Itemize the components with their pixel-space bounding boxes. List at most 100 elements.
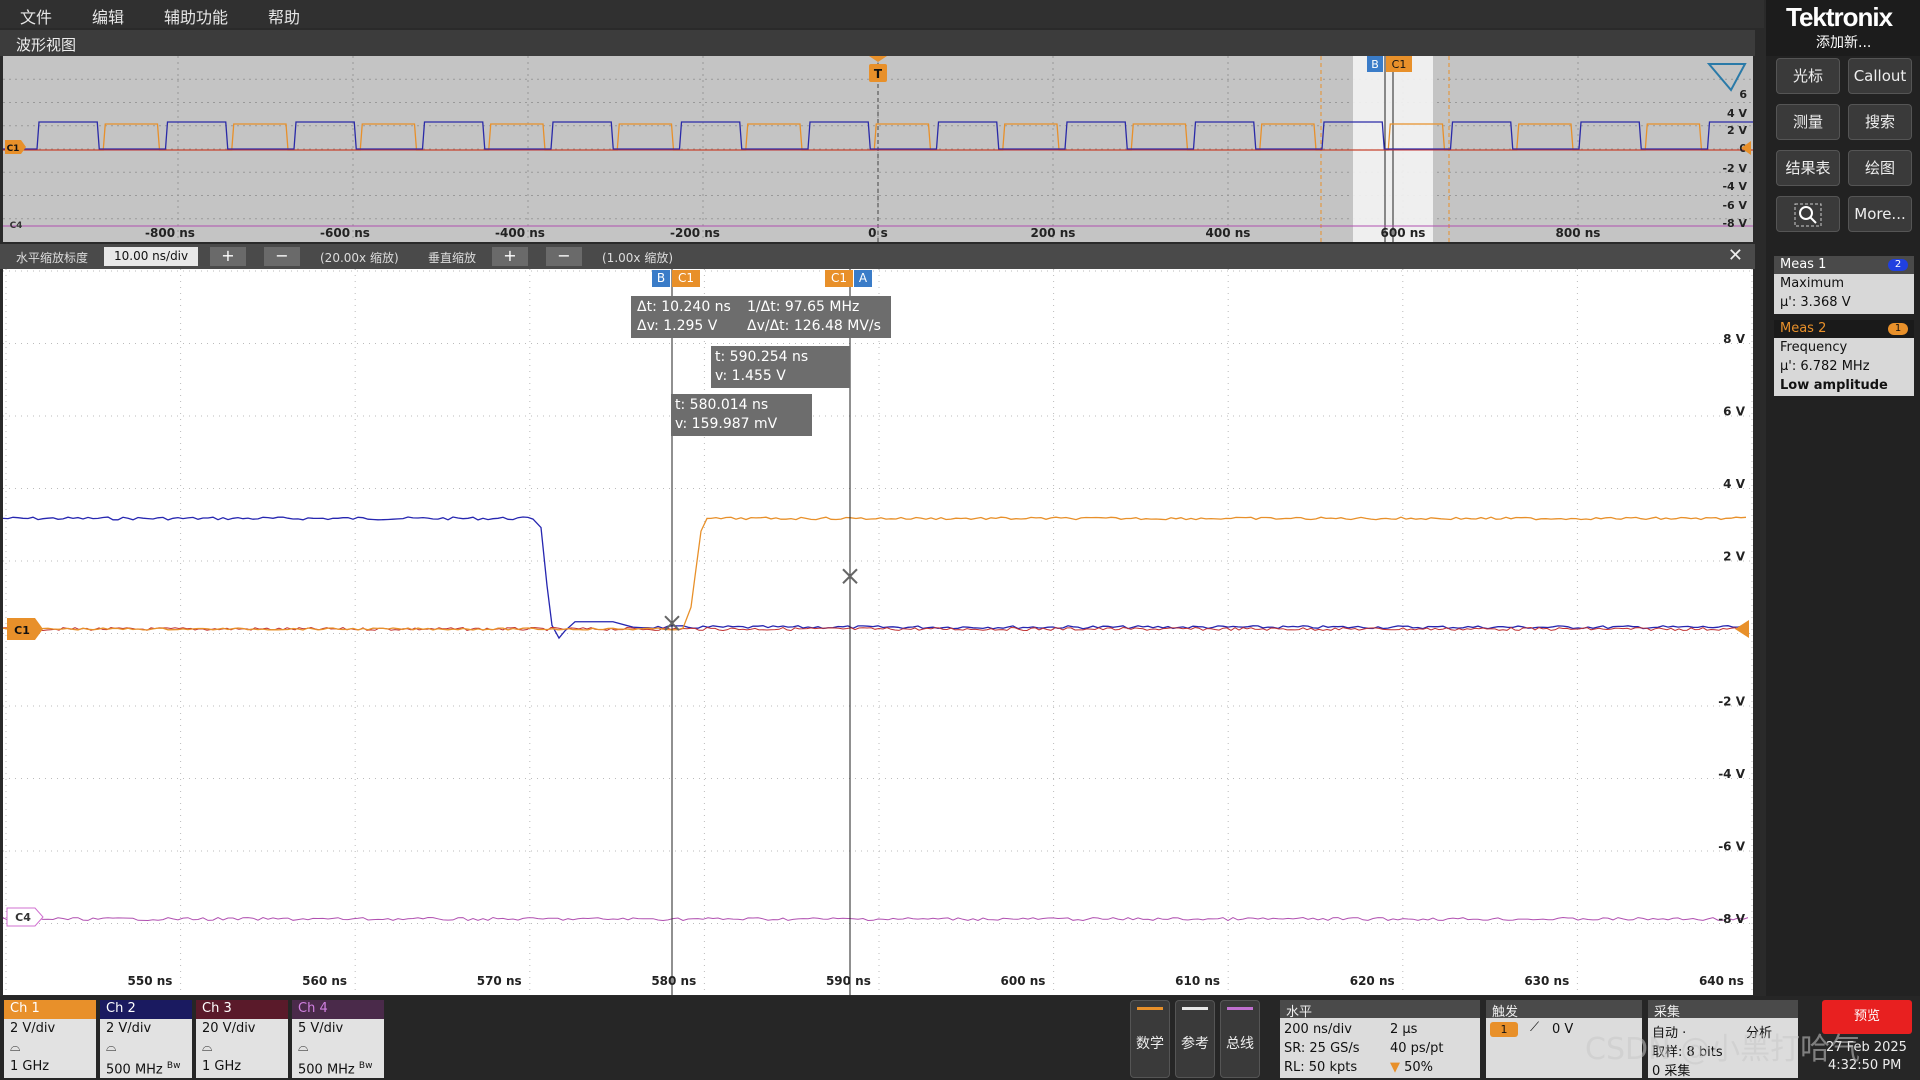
menu-help[interactable]: 帮助 — [268, 8, 301, 27]
ch1-probe-icon: ⌓ — [10, 1040, 21, 1055]
ov-trigger-pointer — [869, 56, 887, 62]
meas1-value: μ': 3.368 V — [1780, 295, 1851, 310]
h-record-points: RL: 50 kpts — [1284, 1060, 1358, 1075]
right-panel: 光标 Callout 测量 搜索 结果表 绘图 More... Meas 1 2… — [1766, 56, 1920, 996]
time-label: 590 ns — [826, 974, 871, 988]
h-zoom-minus-button[interactable]: − — [264, 247, 300, 266]
menu-edit[interactable]: 编辑 — [92, 8, 125, 27]
cursor-delta-readout: Δt: 10.240 ns 1/Δt: 97.65 MHz Δv: 1.295 … — [631, 296, 891, 338]
ch1-badge[interactable]: Ch 1 2 V/div ⌓ 1 GHz — [4, 1000, 96, 1078]
measure-button[interactable]: 测量 — [1776, 104, 1840, 140]
ch1-tag: C1 — [14, 624, 30, 637]
ov-time-label: 800 ns — [1556, 226, 1601, 240]
callout-button[interactable]: Callout — [1848, 58, 1912, 94]
ch2-name: Ch 2 — [100, 1000, 192, 1019]
date-label: 27 Feb 2025 — [1826, 1040, 1907, 1055]
time-label: 620 ns — [1350, 974, 1395, 988]
h-zoom-scale-input[interactable]: 10.00 ns/div — [104, 247, 199, 266]
ch1-name: Ch 1 — [4, 1000, 96, 1019]
meas2-title: Meas 2 — [1780, 321, 1827, 336]
zoom-search-button[interactable] — [1776, 196, 1840, 232]
cursor-b-ch-tag: C1 — [672, 270, 700, 287]
ch3-name: Ch 3 — [196, 1000, 288, 1019]
h-zoom-label: 水平缩放标度 — [16, 251, 89, 265]
ov-volt-label: -2 V — [1722, 162, 1747, 175]
time-label: 560 ns — [302, 974, 347, 988]
delta-v-over-delta-t: Δv/Δt: 126.48 MV/s — [747, 318, 881, 334]
horizontal-title: 水平 — [1280, 1000, 1480, 1020]
volt-label: 2 V — [1723, 550, 1746, 564]
ov-ch1-tag: C1 — [7, 144, 20, 154]
cursor-b-time: t: 580.014 ns — [675, 397, 769, 413]
ch4-name: Ch 4 — [292, 1000, 384, 1019]
volt-label: -8 V — [1718, 912, 1746, 926]
h-record-length: 2 μs — [1390, 1022, 1418, 1037]
ov-cursor-c1-tag: C1 — [1392, 58, 1407, 71]
more-button[interactable]: More... — [1848, 196, 1912, 232]
ov-ch2-trace — [3, 121, 1753, 150]
math-button[interactable]: 数学 — [1130, 1000, 1170, 1078]
preview-button[interactable]: 预览 — [1822, 1000, 1912, 1034]
trigger-title: 触发 — [1486, 1000, 1642, 1020]
volt-label: 8 V — [1723, 332, 1746, 346]
cursor-b-readout: t: 580.014 ns v: 159.987 mV — [671, 394, 812, 436]
meas2-type: Frequency — [1780, 340, 1848, 355]
search-button[interactable]: 搜索 — [1848, 104, 1912, 140]
ch2-bw-limit-mark: Bw — [166, 1061, 181, 1071]
ov-ch4-tag: C4 — [10, 221, 23, 231]
h-zoom-factor: (20.00x 缩放) — [320, 251, 399, 265]
ov-time-label: -800 ns — [145, 226, 195, 240]
bus-button[interactable]: 总线 — [1220, 1000, 1260, 1078]
ov-volt-label: -4 V — [1722, 180, 1747, 193]
delta-t: Δt: 10.240 ns — [637, 299, 731, 315]
close-zoom-icon[interactable]: ✕ — [1727, 245, 1743, 266]
menu-accessibility[interactable]: 辅助功能 — [164, 8, 229, 27]
ov-volt-label: 2 V — [1727, 124, 1747, 137]
ch4-bandwidth: 500 MHz — [298, 1062, 355, 1078]
v-zoom-label: 垂直缩放 — [428, 251, 477, 265]
inverse-delta-t: 1/Δt: 97.65 MHz — [747, 299, 860, 315]
waveform-view-title: 波形视图 — [0, 30, 1755, 56]
v-zoom-plus-button[interactable]: + — [492, 247, 528, 266]
ov-time-label: 600 ns — [1381, 226, 1426, 240]
ch4-tag: C4 — [15, 911, 31, 924]
ch1-trace — [3, 516, 1747, 631]
v-zoom-factor: (1.00x 缩放) — [602, 251, 673, 265]
time-label: 4:32:50 PM — [1828, 1058, 1902, 1073]
trigger-badge[interactable]: 触发 1 ⟋ 0 V — [1486, 1000, 1642, 1078]
ov-ch1-marker — [5, 140, 26, 154]
ch4-probe-icon: ⌓ — [298, 1040, 309, 1055]
horizontal-badge[interactable]: 水平 200 ns/div 2 μs SR: 25 GS/s 40 ps/pt … — [1280, 1000, 1480, 1078]
meas2-value: μ': 6.782 MHz — [1780, 359, 1870, 374]
delta-v: Δv: 1.295 V — [637, 318, 718, 334]
menu-file[interactable]: 文件 — [20, 8, 53, 27]
cursor-a-voltage: v: 1.455 V — [715, 368, 786, 384]
ch4-badge[interactable]: Ch 4 5 V/div ⌓ 500 MHz Bw — [292, 1000, 384, 1078]
ch3-bandwidth: 1 GHz — [202, 1059, 242, 1074]
meas1-type: Maximum — [1780, 276, 1845, 291]
results-table-button[interactable]: 结果表 — [1776, 150, 1840, 186]
volt-label: 6 V — [1723, 405, 1746, 419]
zoom-bar: 水平缩放标度 10.00 ns/div + − (20.00x 缩放) 垂直缩放… — [0, 244, 1755, 269]
acquire-badge[interactable]: 采集 自动 · 分析 取样: 8 bits 0 采集 — [1648, 1000, 1798, 1079]
v-zoom-minus-button[interactable]: − — [546, 247, 582, 266]
ch2-badge[interactable]: Ch 2 2 V/div ⌓ 500 MHz Bw — [100, 1000, 192, 1078]
cursor-a-readout: t: 590.254 ns v: 1.455 V — [711, 346, 850, 388]
ch3-badge[interactable]: Ch 3 20 V/div ⌓ 1 GHz — [196, 1000, 288, 1078]
cursors-button[interactable]: 光标 — [1776, 58, 1840, 94]
cursor-a-tag[interactable]: A — [854, 270, 872, 287]
tektronix-logo: Tektronix — [1786, 2, 1893, 32]
h-zoom-plus-button[interactable]: + — [210, 247, 246, 266]
overview-plot: -800 ns -600 ns -400 ns -200 ns 0 s 200 ns 400… — [3, 56, 1753, 242]
ch2-vdiv: 2 V/div — [106, 1021, 152, 1036]
ch1-level-marker — [1735, 620, 1749, 638]
meas2-badge[interactable]: Meas 2 1 Frequency μ': 6.782 MHz Low amp… — [1774, 320, 1914, 396]
time-label: 570 ns — [477, 974, 522, 988]
overview-waveform[interactable]: -800 ns -600 ns -400 ns -200 ns 0 s 200 ns 400… — [3, 56, 1753, 242]
zoom-waveform[interactable]: C1 C4 8 V 6 V 4 V 2 V -2 V -4 V -6 V -8 V 550 ns 56… — [3, 269, 1753, 995]
plot-button[interactable]: 绘图 — [1848, 150, 1912, 186]
time-label: 630 ns — [1524, 974, 1569, 988]
cursor-b-tag[interactable]: B — [652, 270, 670, 287]
reference-button[interactable]: 参考 — [1175, 1000, 1215, 1078]
meas1-badge[interactable]: Meas 1 2 Maximum μ': 3.368 V — [1774, 256, 1914, 314]
